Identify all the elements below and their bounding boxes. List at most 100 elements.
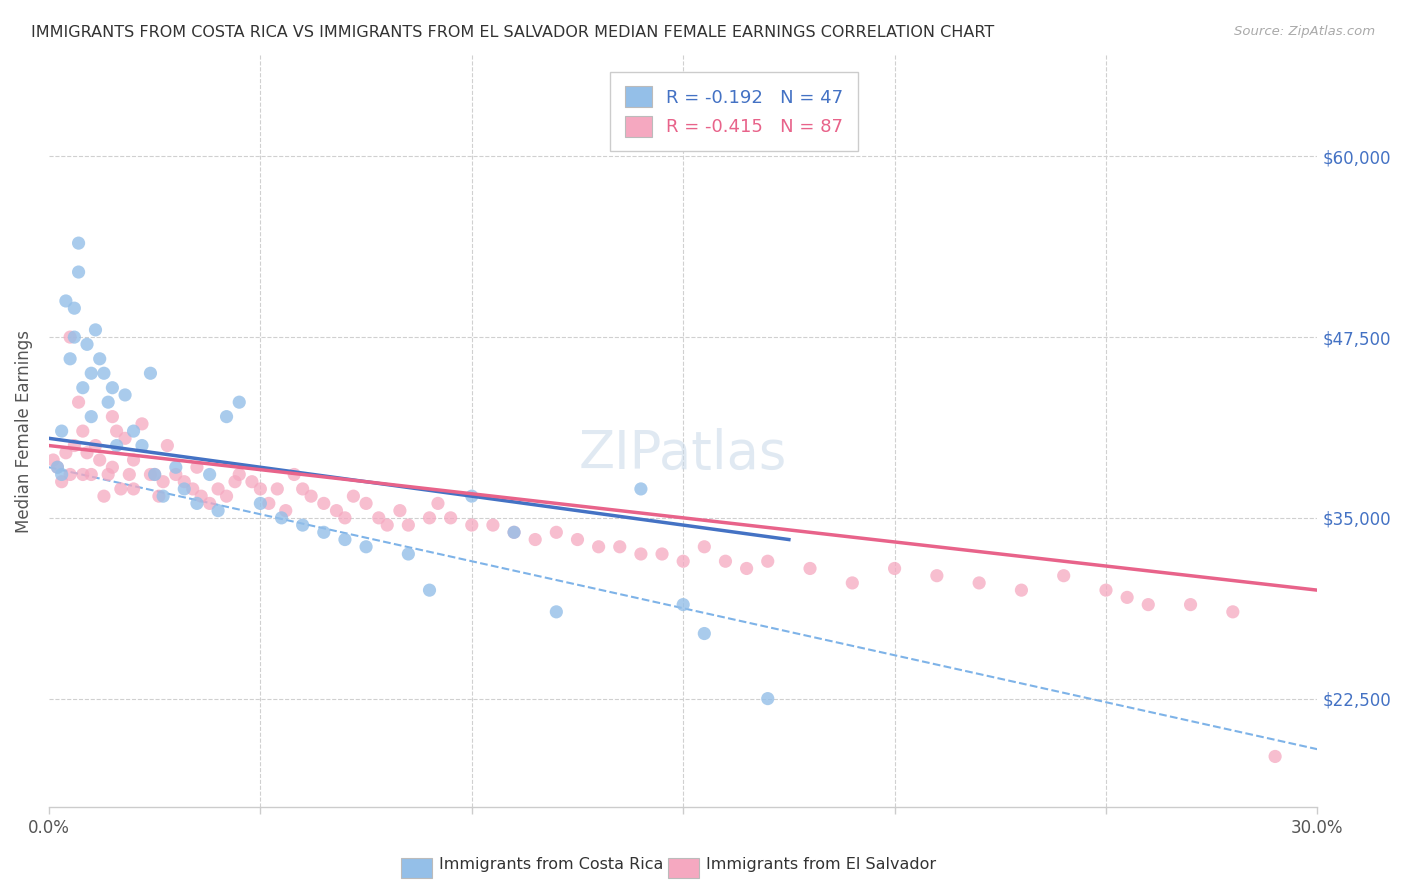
Text: Immigrants from Costa Rica: Immigrants from Costa Rica bbox=[439, 857, 664, 872]
Point bbox=[72, 424, 94, 438]
Point bbox=[198, 467, 221, 482]
Point bbox=[63, 330, 86, 344]
Point bbox=[207, 482, 229, 496]
Point bbox=[139, 366, 162, 380]
Point bbox=[440, 511, 463, 525]
Point bbox=[46, 460, 69, 475]
Point bbox=[1180, 598, 1202, 612]
Point bbox=[274, 503, 297, 517]
Point bbox=[967, 576, 990, 591]
Text: ZIPatlas: ZIPatlas bbox=[579, 427, 787, 480]
Point bbox=[173, 482, 195, 496]
Point bbox=[59, 351, 82, 366]
Point bbox=[418, 511, 440, 525]
Point bbox=[42, 453, 65, 467]
Point bbox=[693, 540, 716, 554]
Point bbox=[299, 489, 322, 503]
Point bbox=[76, 337, 98, 351]
Text: Immigrants from El Salvador: Immigrants from El Salvador bbox=[706, 857, 936, 872]
Point bbox=[672, 598, 695, 612]
Point bbox=[101, 381, 124, 395]
Text: Source: ZipAtlas.com: Source: ZipAtlas.com bbox=[1234, 25, 1375, 38]
Point bbox=[249, 496, 271, 510]
Point bbox=[714, 554, 737, 568]
Point bbox=[1222, 605, 1244, 619]
Point bbox=[283, 467, 305, 482]
Point bbox=[46, 460, 69, 475]
Point bbox=[312, 525, 335, 540]
Point bbox=[93, 366, 115, 380]
Point bbox=[173, 475, 195, 489]
Point bbox=[152, 489, 174, 503]
Point bbox=[51, 467, 73, 482]
Point bbox=[354, 496, 377, 510]
Point bbox=[181, 482, 204, 496]
Point bbox=[122, 453, 145, 467]
Point bbox=[1264, 749, 1286, 764]
Point bbox=[756, 691, 779, 706]
Point bbox=[55, 446, 77, 460]
Point bbox=[63, 301, 86, 316]
Point bbox=[165, 467, 187, 482]
Point bbox=[67, 236, 90, 251]
Point bbox=[55, 293, 77, 308]
Point bbox=[546, 605, 568, 619]
Point bbox=[76, 446, 98, 460]
Point bbox=[228, 467, 250, 482]
Point bbox=[63, 439, 86, 453]
Point bbox=[266, 482, 288, 496]
Point bbox=[342, 489, 364, 503]
Point bbox=[588, 540, 610, 554]
Point bbox=[249, 482, 271, 496]
Point bbox=[1095, 583, 1118, 598]
Point bbox=[80, 467, 103, 482]
Point bbox=[118, 467, 141, 482]
Point bbox=[156, 439, 179, 453]
Point bbox=[215, 489, 238, 503]
Point bbox=[630, 482, 652, 496]
Point bbox=[228, 395, 250, 409]
Point bbox=[925, 568, 948, 582]
Point bbox=[735, 561, 758, 575]
Point bbox=[215, 409, 238, 424]
Point bbox=[93, 489, 115, 503]
Point bbox=[291, 482, 314, 496]
Point bbox=[105, 439, 128, 453]
Point bbox=[482, 518, 505, 533]
Point bbox=[114, 388, 136, 402]
Point bbox=[354, 540, 377, 554]
Point bbox=[131, 439, 153, 453]
Point bbox=[503, 525, 526, 540]
Point bbox=[143, 467, 166, 482]
Point bbox=[312, 496, 335, 510]
Point bbox=[165, 460, 187, 475]
Point bbox=[186, 460, 208, 475]
Point bbox=[388, 503, 411, 517]
Point bbox=[426, 496, 449, 510]
Point bbox=[122, 424, 145, 438]
Point bbox=[67, 265, 90, 279]
Point bbox=[333, 511, 356, 525]
Point bbox=[143, 467, 166, 482]
Point bbox=[841, 576, 863, 591]
Point bbox=[110, 482, 132, 496]
Point bbox=[333, 533, 356, 547]
Point bbox=[1116, 591, 1139, 605]
Point bbox=[72, 467, 94, 482]
Point bbox=[257, 496, 280, 510]
Point bbox=[1053, 568, 1076, 582]
Point bbox=[546, 525, 568, 540]
Point bbox=[240, 475, 263, 489]
Point bbox=[375, 518, 398, 533]
Point bbox=[461, 489, 484, 503]
Point bbox=[101, 409, 124, 424]
Point bbox=[80, 366, 103, 380]
Point bbox=[67, 395, 90, 409]
Point bbox=[524, 533, 547, 547]
Point bbox=[105, 424, 128, 438]
Point bbox=[122, 482, 145, 496]
Point bbox=[207, 503, 229, 517]
Point bbox=[97, 395, 120, 409]
Point bbox=[101, 460, 124, 475]
Point bbox=[51, 424, 73, 438]
